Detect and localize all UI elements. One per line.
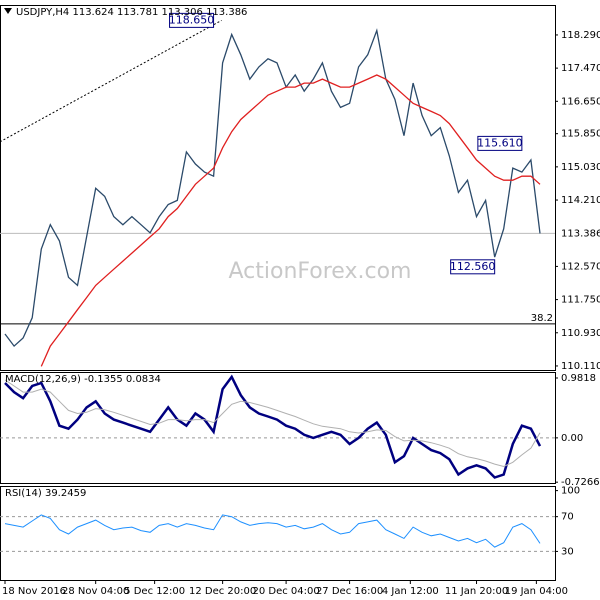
annotation-label: 115.610 <box>477 136 523 149</box>
panel-title: USDJPY,H4 113.624 113.781 113.306 113.38… <box>16 7 247 18</box>
y-tick-label: 100 <box>561 486 580 497</box>
annotation-box <box>450 259 496 275</box>
series-line <box>4 379 541 468</box>
y-tick-label: 0.00 <box>561 433 583 444</box>
x-tick-label: 19 Jan 04:00 <box>505 586 568 597</box>
x-tick-label: 27 Dec 16:00 <box>316 586 383 597</box>
y-tick-label: 118.290 <box>561 30 600 41</box>
panel-title: RSI(14) 39.2459 <box>5 488 86 499</box>
y-tick-label: 30 <box>561 546 574 557</box>
annotation-label: 118.650 <box>169 13 215 26</box>
series-line <box>4 514 541 548</box>
panel-border <box>0 5 556 371</box>
x-tick-label: 18 Nov 2016 <box>2 586 66 597</box>
x-tick-label: 20 Dec 04:00 <box>252 586 319 597</box>
y-tick-label: 115.030 <box>561 162 600 173</box>
x-tick-label: 4 Jan 12:00 <box>382 586 439 597</box>
y-tick-label: -0.7266 <box>561 477 600 488</box>
annotation-box <box>169 12 215 28</box>
y-tick-label: 111.750 <box>561 295 600 306</box>
panel-border <box>0 486 556 581</box>
x-tick-label: 11 Jan 20:00 <box>445 586 508 597</box>
y-tick-label: 110.930 <box>561 328 600 339</box>
y-tick-label: 117.470 <box>561 63 600 74</box>
x-tick-label: 5 Dec 12:00 <box>124 586 185 597</box>
dropdown-icon <box>4 8 12 14</box>
y-tick-label: 112.570 <box>561 261 600 272</box>
annotation-label: 112.560 <box>450 260 496 273</box>
y-tick-label: 0.9818 <box>561 373 596 384</box>
x-tick-label: 12 Dec 20:00 <box>189 586 256 597</box>
panel-title: MACD(12,26,9) -0.1355 0.0834 <box>5 374 161 385</box>
y-tick-label: 70 <box>561 512 574 523</box>
annotation-box <box>477 135 523 151</box>
watermark: ActionForex.com <box>229 259 412 284</box>
series-line <box>4 28 541 348</box>
last-price-box <box>556 226 600 241</box>
y-tick-label: 116.650 <box>561 96 600 107</box>
series-line <box>4 374 542 479</box>
panel-border <box>0 372 556 484</box>
x-tick-label: 28 Nov 04:00 <box>62 586 129 597</box>
last-price-label: 113.386 <box>561 228 600 239</box>
y-tick-label: 114.210 <box>561 195 600 206</box>
series-line <box>40 74 541 367</box>
y-tick-label: 110.110 <box>561 361 600 372</box>
y-tick-label: 115.850 <box>561 129 600 140</box>
level-label: 38.2 <box>531 313 553 324</box>
